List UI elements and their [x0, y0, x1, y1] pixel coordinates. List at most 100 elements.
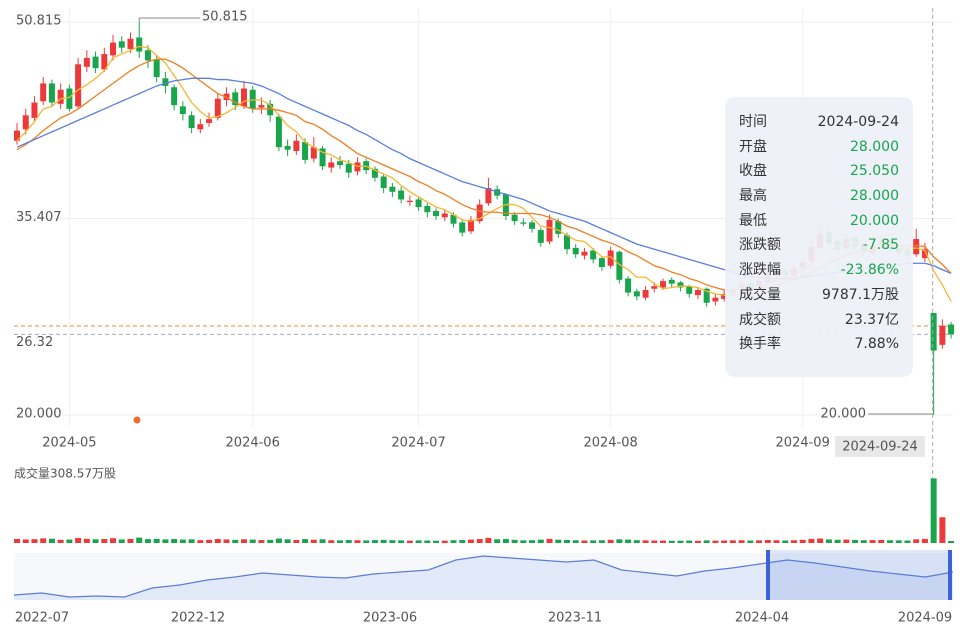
candle-body	[529, 222, 536, 229]
tooltip-label: 换手率	[739, 336, 781, 353]
candle-body	[721, 293, 728, 299]
volume-bar	[808, 538, 815, 543]
volume-bar	[467, 539, 474, 543]
volume-bar	[66, 539, 73, 543]
candle-body	[633, 291, 640, 297]
candle-body	[275, 116, 282, 148]
crosshair-label: 2024-09-24	[842, 440, 918, 455]
volume-bar	[921, 538, 928, 543]
volume-bar	[223, 539, 230, 543]
tooltip-row: 最高 28.000	[739, 184, 899, 209]
x-tick-label: 2024-07	[391, 436, 445, 451]
volume-bar	[92, 539, 99, 543]
volume-bar	[546, 538, 553, 543]
candle-body	[83, 57, 90, 67]
volume-bar	[581, 540, 588, 543]
tooltip-label: 最低	[739, 212, 767, 229]
candle-body	[214, 98, 221, 118]
volume-bar	[249, 539, 256, 543]
candle-body	[948, 324, 955, 335]
volume-bar	[206, 539, 213, 543]
volume-bar	[48, 538, 55, 543]
volume-bar	[415, 540, 422, 543]
volume-bar	[110, 538, 117, 543]
volume-bar	[162, 539, 169, 543]
candle-body	[415, 199, 422, 208]
candle-body	[345, 163, 352, 173]
volume-bar	[302, 539, 309, 543]
volume-bar	[860, 540, 867, 543]
tooltip-label: 涨跌额	[739, 237, 781, 254]
navigator-handle[interactable]	[948, 550, 952, 600]
candle-body	[328, 162, 335, 168]
volume-bar	[240, 539, 247, 543]
tooltip-value: -7.85	[862, 237, 899, 254]
candle-body	[179, 106, 186, 115]
volume-bar	[101, 539, 108, 543]
volume-bar	[729, 540, 736, 543]
candle-body	[537, 230, 544, 243]
candle-body	[467, 219, 474, 232]
volume-bar	[502, 538, 509, 543]
candle-body	[616, 251, 623, 280]
candle-body	[607, 250, 614, 266]
volume-bar	[450, 540, 457, 543]
candle-body	[337, 161, 344, 166]
candle-body	[485, 187, 492, 204]
volume-bar	[598, 540, 605, 543]
candle-body	[118, 41, 125, 48]
tooltip-value: 20.000	[850, 212, 899, 229]
event-dot	[133, 416, 141, 424]
volume-bar	[171, 539, 178, 543]
candle-body	[677, 282, 684, 288]
volume-bar	[616, 539, 623, 543]
volume-bar	[179, 539, 186, 543]
volume-bar	[773, 540, 780, 543]
volume-bar	[75, 537, 82, 543]
navigator-handle[interactable]	[766, 550, 770, 600]
navigator-label: 2023-11	[548, 611, 602, 626]
tooltip-row: 涨跌幅 -23.86%	[739, 258, 899, 283]
candle-body	[188, 115, 195, 129]
volume-bar	[537, 539, 544, 543]
candle-body	[232, 92, 239, 106]
candle-body	[284, 145, 291, 150]
volume-bar	[319, 539, 326, 543]
volume-bar	[834, 539, 841, 543]
candle-body	[110, 42, 117, 56]
candle-body	[625, 278, 632, 293]
volume-bar	[677, 540, 684, 543]
candle-body	[92, 56, 99, 69]
volume-bar	[756, 540, 763, 543]
volume-bar	[293, 540, 300, 543]
candle-body	[171, 87, 178, 106]
volume-bar	[511, 539, 518, 543]
candle-body	[31, 102, 38, 118]
volume-bar	[57, 539, 64, 543]
volume-bar	[31, 539, 38, 543]
candle-body	[590, 250, 597, 260]
volume-bar	[607, 539, 614, 543]
volume-bar	[817, 538, 824, 543]
candle-body	[127, 38, 134, 49]
volume-bar	[345, 540, 352, 543]
volume-bar	[869, 540, 876, 543]
tooltip-value: 25.050	[850, 163, 899, 180]
candle-body	[694, 290, 701, 296]
x-tick-label: 2024-09	[776, 436, 830, 451]
navigator-line	[13, 555, 954, 598]
tooltip-label: 最高	[739, 188, 767, 205]
volume-bar	[852, 539, 859, 543]
candle-body	[921, 249, 928, 259]
volume-bar	[258, 540, 265, 543]
candle-body	[48, 83, 55, 103]
candle-body	[441, 213, 448, 218]
tooltip-row: 最低 20.000	[739, 209, 899, 234]
candle-body	[162, 78, 169, 86]
volume-bar	[572, 540, 579, 543]
volume-bar	[433, 540, 440, 543]
volume-bar	[895, 540, 902, 543]
navigator-label: 2024-04	[735, 611, 789, 626]
volume-bar	[363, 540, 370, 543]
